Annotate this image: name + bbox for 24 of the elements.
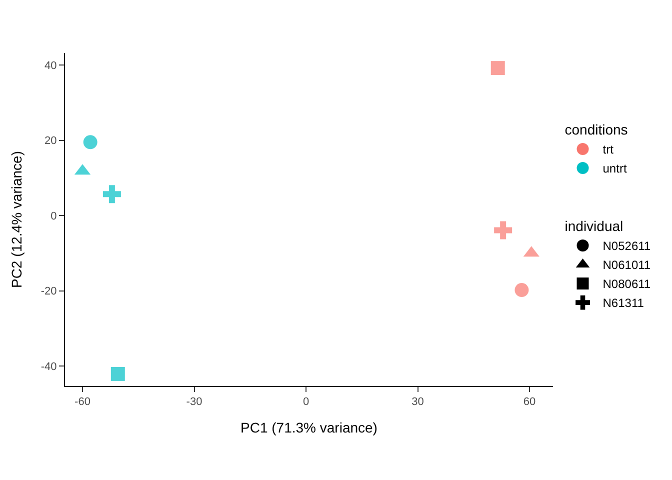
text: conditions (564, 121, 628, 138)
x-tick-label: -60 (74, 396, 90, 408)
y-tick-label: -20 (40, 286, 57, 298)
point (514, 283, 529, 298)
legend-label: trt (602, 142, 614, 157)
x-tick-label: 30 (412, 396, 424, 408)
x-tick-label: 0 (302, 396, 310, 408)
y-tick-label: -40 (40, 360, 57, 373)
y-tick-label: 40 (44, 60, 57, 72)
legend-label: N052611 (602, 239, 651, 254)
y-tick-label: 20 (44, 135, 57, 148)
legend-label: untrt (602, 162, 628, 176)
legend-label: N080611 (602, 277, 651, 292)
text: individual (564, 218, 624, 234)
x-axis-title: PC1 (71.3% variance) (240, 420, 378, 436)
legend-label: N61311 (602, 296, 644, 310)
legend-label: N061011 (602, 258, 651, 272)
point (490, 61, 505, 76)
x-tick-label: -30 (186, 396, 202, 408)
point (83, 135, 98, 150)
y-tick-label: 0 (50, 210, 57, 222)
y-axis-title: PC2 (12.4% variance) (8, 151, 24, 288)
point (110, 366, 125, 381)
x-tick-label: 60 (523, 396, 536, 408)
